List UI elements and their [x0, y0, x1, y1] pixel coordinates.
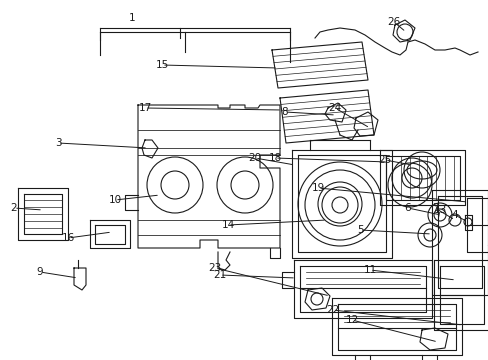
Text: 25: 25 — [378, 155, 391, 165]
Text: 9: 9 — [37, 267, 43, 277]
Text: 12: 12 — [345, 315, 358, 325]
Text: 23: 23 — [208, 263, 221, 273]
Text: 16: 16 — [61, 233, 75, 243]
Text: 15: 15 — [155, 60, 168, 70]
Text: 11: 11 — [363, 265, 376, 275]
Text: 21: 21 — [213, 270, 226, 280]
Text: 14: 14 — [221, 220, 234, 230]
Text: 26: 26 — [386, 17, 400, 27]
Text: 7: 7 — [431, 203, 437, 213]
Text: 5: 5 — [356, 225, 363, 235]
Text: 20: 20 — [248, 153, 261, 163]
Text: 6: 6 — [404, 203, 410, 213]
Text: 10: 10 — [108, 195, 122, 205]
Text: 1: 1 — [128, 13, 135, 23]
Text: 8: 8 — [281, 107, 288, 117]
Text: 13: 13 — [432, 205, 446, 215]
Text: 19: 19 — [311, 183, 324, 193]
Text: 3: 3 — [55, 138, 61, 148]
Text: 22: 22 — [325, 305, 339, 315]
Text: 17: 17 — [138, 103, 151, 113]
Text: 2: 2 — [11, 203, 17, 213]
Text: 4: 4 — [451, 210, 457, 220]
Text: 24: 24 — [328, 103, 341, 113]
Text: 18: 18 — [268, 153, 281, 163]
